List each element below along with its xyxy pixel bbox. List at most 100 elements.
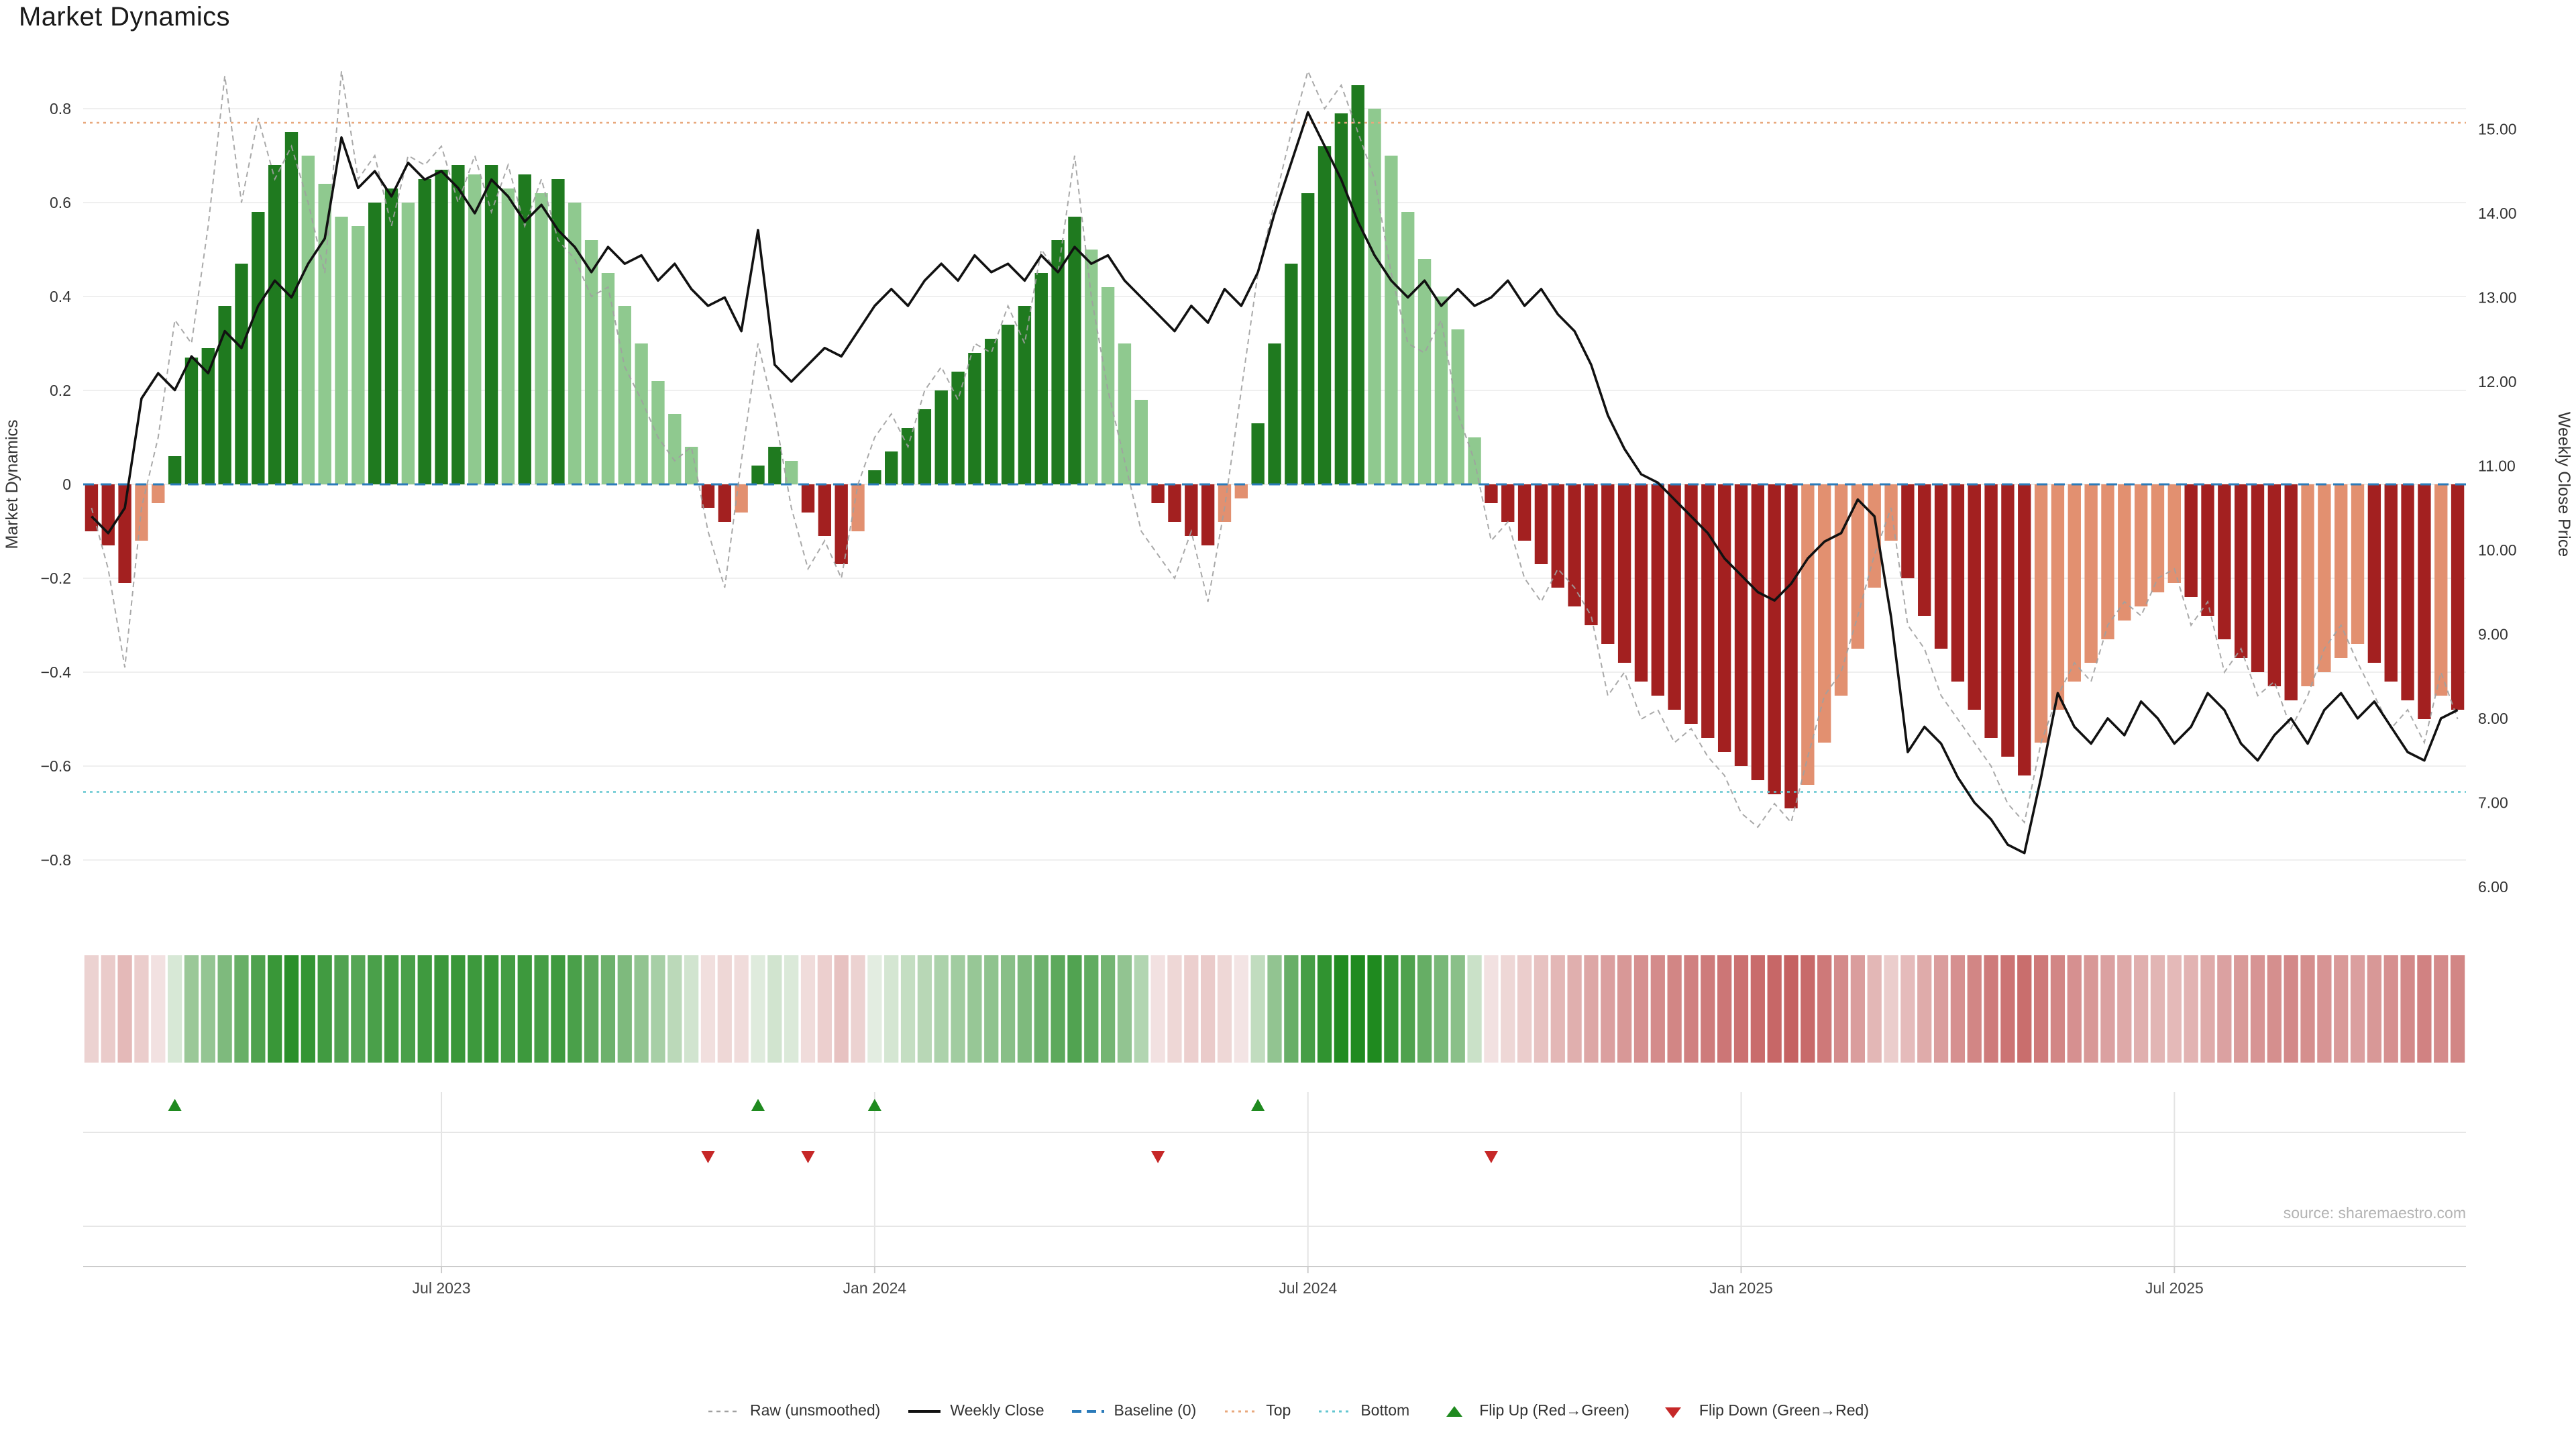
dynamics-bar: [2418, 484, 2431, 719]
dynamics-bar: [568, 203, 582, 484]
dynamics-bar: [2101, 484, 2114, 639]
dynamics-bar: [368, 203, 382, 484]
heatmap-cell: [368, 955, 382, 1063]
heatmap-cell: [234, 955, 249, 1063]
heatmap-cell: [1217, 955, 1232, 1063]
heatmap-cell: [2084, 955, 2098, 1063]
heatmap-cell: [767, 955, 782, 1063]
page-title: Market Dynamics: [19, 3, 230, 32]
dynamics-bar: [1085, 250, 1098, 484]
heatmap-cell: [1584, 955, 1599, 1063]
dynamics-bar: [218, 306, 231, 484]
heatmap-cell: [334, 955, 349, 1063]
flip-up-icon: [1446, 1406, 1462, 1417]
dynamics-bar: [501, 189, 515, 484]
close-line-icon: [908, 1410, 941, 1413]
legend-label: Flip Down (Green→Red): [1699, 1403, 1869, 1419]
dynamics-bar: [384, 189, 398, 484]
heatmap-cell: [1517, 955, 1532, 1063]
y-right-tick-label: 11.00: [2478, 457, 2516, 474]
heatmap-cell: [251, 955, 266, 1063]
heatmap-cell: [1250, 955, 1265, 1063]
y-right-tick-label: 15.00: [2478, 120, 2517, 138]
heatmap-cell: [1784, 955, 1799, 1063]
dynamics-bar: [2401, 484, 2414, 700]
heatmap-cell: [1950, 955, 1966, 1063]
heatmap-cell: [1417, 955, 1432, 1063]
heatmap-cell: [600, 955, 616, 1063]
heatmap-cell: [900, 955, 916, 1063]
dynamics-bar: [2034, 484, 2048, 743]
heatmap-cell: [651, 955, 665, 1063]
heatmap-cell: [284, 955, 299, 1063]
heatmap-cell: [2100, 955, 2115, 1063]
heatmap-cell: [1817, 955, 1832, 1063]
dynamics-bar: [751, 466, 765, 484]
heatmap-cell: [917, 955, 932, 1063]
heatmap-cell: [184, 955, 199, 1063]
dynamics-bar: [1968, 484, 1981, 710]
heatmap-cell: [317, 955, 332, 1063]
x-tick-label: Jul 2024: [1279, 1279, 1337, 1297]
dynamics-bar: [934, 390, 948, 484]
dynamics-bar: [1318, 146, 1332, 484]
dynamics-bar: [1234, 484, 1248, 498]
heatmap-cell: [1567, 955, 1582, 1063]
legend-item-flip-down: Flip Down (Green→Red): [1656, 1403, 1869, 1419]
heatmap-cell: [1000, 955, 1016, 1063]
heatmap-cell: [734, 955, 749, 1063]
dynamics-bar: [885, 451, 898, 484]
dynamics-bar: [335, 217, 348, 484]
heatmap-cell: [951, 955, 965, 1063]
heatmap-cell: [751, 955, 765, 1063]
heatmap-cell: [1350, 955, 1365, 1063]
heatmap-cell: [867, 955, 882, 1063]
heatmap-cell: [800, 955, 816, 1063]
heatmap-cell: [1434, 955, 1449, 1063]
flip-down-marker: [801, 1151, 815, 1163]
dynamics-bar: [2234, 484, 2248, 658]
dynamics-bar: [118, 484, 131, 583]
heatmap-cell: [1867, 955, 1882, 1063]
raw-line-icon: [708, 1410, 741, 1413]
heatmap-cell: [2250, 955, 2265, 1063]
heatmap-cell: [1833, 955, 1849, 1063]
dynamics-bar: [868, 470, 881, 484]
dynamics-bar: [1051, 240, 1065, 484]
heatmap-cell: [584, 955, 599, 1063]
dynamics-bar: [1884, 484, 1898, 541]
top-line-icon: [1224, 1410, 1257, 1413]
y-left-tick-label: −0.6: [41, 757, 71, 775]
left-axis-title: Market Dynamics: [3, 419, 21, 549]
legend-item-flip-up: Flip Up (Red→Green): [1436, 1403, 1629, 1419]
dynamics-bar: [2201, 484, 2214, 616]
heatmap-cell: [2217, 955, 2232, 1063]
dynamics-bar: [2218, 484, 2231, 639]
right-axis-title: Weekly Close Price: [2555, 412, 2573, 557]
heatmap-cell: [1467, 955, 1482, 1063]
flip-down-marker: [1151, 1151, 1165, 1163]
heatmap-cell: [2434, 955, 2449, 1063]
heatmap-cell: [151, 955, 166, 1063]
heatmap-cell: [2050, 955, 2065, 1063]
heatmap-cell: [1850, 955, 1865, 1063]
heatmap-cell: [417, 955, 432, 1063]
dynamics-bar: [2134, 484, 2148, 606]
dynamics-bar: [1668, 484, 1681, 710]
dynamics-bar: [268, 165, 282, 484]
dynamics-bar: [1351, 85, 1364, 484]
dynamics-bar: [1617, 484, 1631, 663]
dynamics-bar: [718, 484, 731, 522]
dynamics-bar: [1551, 484, 1564, 588]
source-caption: source: sharemaestro.com: [2284, 1204, 2466, 1222]
dynamics-bar: [2051, 484, 2065, 710]
dynamics-bar: [1585, 484, 1598, 625]
legend-item-top: Top: [1223, 1403, 1291, 1419]
dynamics-bar: [301, 156, 315, 484]
legend-item-bottom: Bottom: [1318, 1403, 1409, 1419]
dynamics-bar: [252, 212, 265, 484]
heatmap-cell: [1801, 955, 1815, 1063]
legend-label: Bottom: [1360, 1403, 1410, 1419]
dynamics-bar: [1218, 484, 1232, 522]
heatmap-cell: [1650, 955, 1665, 1063]
